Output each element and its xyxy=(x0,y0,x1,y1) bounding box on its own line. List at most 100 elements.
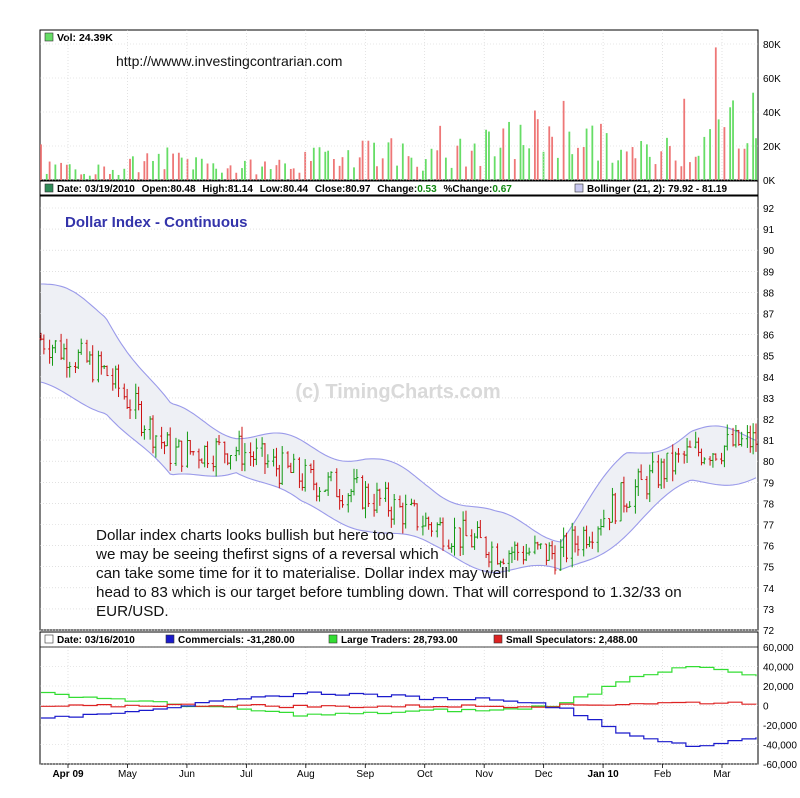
cot-tick-label: 40,000 xyxy=(763,663,794,674)
x-tick-label: Sep xyxy=(356,769,374,780)
note-line: we may be seeing thefirst signs of a rev… xyxy=(96,546,439,563)
volume-legend-swatch xyxy=(44,32,54,42)
price-gridlines xyxy=(40,30,758,631)
commercials-line xyxy=(41,691,757,747)
volume-bar xyxy=(94,174,97,180)
volume-bar xyxy=(499,147,502,180)
volume-bar xyxy=(674,160,677,180)
volume-bar xyxy=(387,142,390,180)
volume-bar xyxy=(310,160,312,180)
volume-bar xyxy=(533,110,536,180)
volume-bar xyxy=(631,147,634,180)
price-tick-label: 79 xyxy=(763,478,775,489)
volume-bar xyxy=(358,157,361,180)
small-speculators-swatch xyxy=(493,634,503,644)
header-pct-value: 0.67 xyxy=(492,184,512,195)
header-change-value: 0.53 xyxy=(417,184,437,195)
price-tick-label: 81 xyxy=(763,436,775,447)
volume-bar xyxy=(436,150,439,180)
volume-bar xyxy=(422,170,424,180)
price-tick-label: 92 xyxy=(763,204,775,215)
large-traders-legend: Large Traders: 28,793.00 xyxy=(341,635,458,646)
volume-bar xyxy=(591,125,594,180)
volume-bar xyxy=(332,159,335,180)
volume-bar xyxy=(473,143,476,180)
header-change-label: Change: xyxy=(377,184,417,195)
volume-bar xyxy=(241,168,243,180)
watermark: (c) TimingCharts.com xyxy=(295,381,500,403)
volume-bar xyxy=(166,147,169,180)
volume-bar xyxy=(137,172,140,180)
x-axis: Apr 09 May Jun Jul Aug Sep Oct Nov Dec Jan 10 Feb M… xyxy=(52,764,731,780)
x-tick-label: Feb xyxy=(654,769,672,780)
volume-bar xyxy=(577,147,579,180)
volume-bar xyxy=(338,165,341,180)
volume-bar xyxy=(48,161,51,180)
volume-bar xyxy=(548,126,551,180)
volume-bar xyxy=(123,168,126,180)
chart-title: Dollar Index - Continuous xyxy=(65,214,248,231)
volume-bar xyxy=(737,148,740,180)
volume-bar xyxy=(289,168,292,180)
volume-bar xyxy=(152,160,154,180)
volume-bar xyxy=(298,172,301,180)
volume-bar xyxy=(381,158,384,180)
volume-bar xyxy=(717,119,720,180)
volume-bar xyxy=(341,157,344,180)
volume-bar xyxy=(732,100,734,180)
volume-bar xyxy=(255,174,258,180)
volume-bar xyxy=(367,140,370,180)
note-line: can take some time for it to materialise… xyxy=(96,565,508,582)
volume-bar xyxy=(278,159,281,180)
cot-tick-label: -20,000 xyxy=(763,721,797,732)
x-tick-label: Jul xyxy=(240,769,253,780)
volume-bar xyxy=(508,121,510,180)
volume-bar xyxy=(625,151,628,180)
price-tick-label: 75 xyxy=(763,563,775,574)
volume-bar xyxy=(221,172,223,180)
x-tick-label: Oct xyxy=(417,769,433,780)
price-bars xyxy=(39,332,758,575)
volume-bar xyxy=(729,107,732,180)
volume-panel xyxy=(39,29,759,181)
price-tick-label: 88 xyxy=(763,288,775,299)
bollinger-band xyxy=(41,284,756,573)
volume-bar xyxy=(536,119,539,180)
volume-bar xyxy=(585,128,588,180)
volume-bar xyxy=(723,127,726,180)
volume-bar xyxy=(269,169,272,180)
price-header-text: Date: 03/19/2010 Open:80.48 High:81.14 L… xyxy=(57,184,512,195)
price-tick-label: 80 xyxy=(763,457,775,468)
volume-bar xyxy=(556,157,559,180)
volume-bar xyxy=(65,164,68,180)
cot-date-swatch xyxy=(44,634,54,644)
volume-bar xyxy=(488,131,490,180)
note-line: Dollar index charts looks bullish but he… xyxy=(96,527,395,544)
commercials-swatch xyxy=(165,634,175,644)
annotation-note: Dollar index charts looks bullish but he… xyxy=(96,526,736,621)
volume-bar xyxy=(304,151,307,180)
volume-bar xyxy=(456,145,459,180)
volume-bar xyxy=(551,136,554,180)
cot-tick-label: 20,000 xyxy=(763,682,794,693)
volume-bar xyxy=(177,152,180,180)
price-tick-label: 77 xyxy=(763,521,775,532)
volume-bar xyxy=(746,143,749,180)
volume-bar xyxy=(129,158,131,180)
x-tick-label: Aug xyxy=(297,769,315,780)
price-tick-label: 84 xyxy=(763,373,775,384)
volume-bar xyxy=(697,155,700,180)
volume-tick-label: 40K xyxy=(763,108,781,119)
large-traders-swatch xyxy=(328,634,338,644)
volume-bar xyxy=(668,146,671,180)
volume-bar xyxy=(645,144,648,180)
volume-bar xyxy=(68,164,71,180)
volume-bar xyxy=(605,133,608,180)
volume-bar xyxy=(215,168,218,180)
cot-tick-label: -60,000 xyxy=(763,760,797,771)
volume-bar xyxy=(80,174,83,180)
volume-bar xyxy=(660,151,663,180)
volume-tick-label: 60K xyxy=(763,74,781,85)
volume-bar xyxy=(206,163,209,180)
